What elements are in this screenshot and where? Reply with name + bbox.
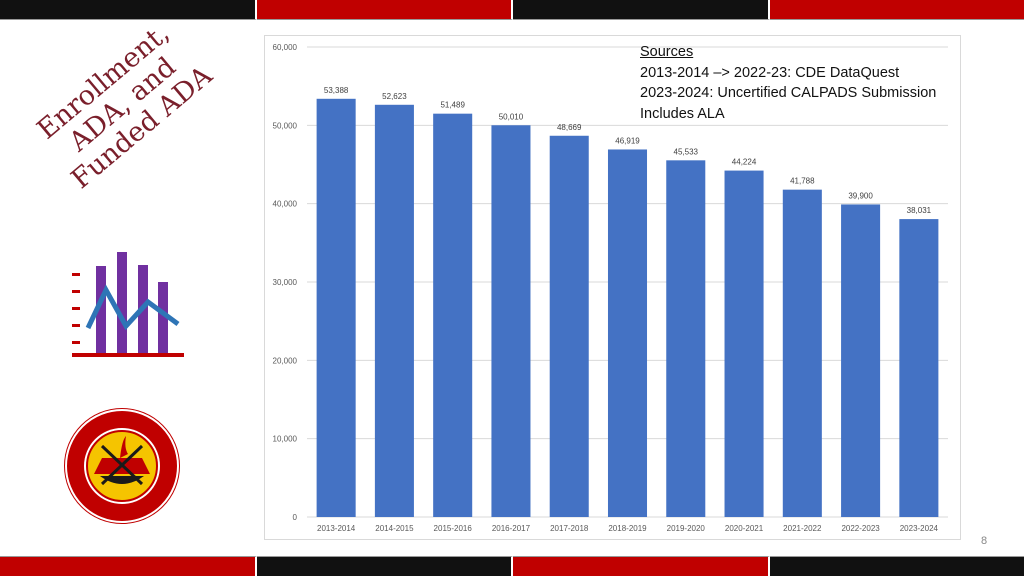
band-segment — [769, 0, 1024, 20]
y-tick-label: 50,000 — [273, 121, 298, 130]
x-tick-label: 2014-2015 — [375, 524, 414, 533]
band-segment — [513, 0, 770, 20]
x-tick-label: 2013-2014 — [317, 524, 356, 533]
y-tick-label: 60,000 — [273, 43, 298, 52]
bar — [549, 135, 589, 517]
x-tick-label: 2019-2020 — [667, 524, 706, 533]
data-label: 39,900 — [848, 191, 873, 200]
y-tick-label: 30,000 — [273, 278, 298, 287]
band-segment — [769, 556, 1024, 576]
bar-line-chart-icon — [72, 252, 184, 357]
bar — [491, 125, 531, 517]
sources-line: Includes ALA — [640, 105, 725, 122]
x-tick-label: 2020-2021 — [725, 524, 764, 533]
band-segment — [0, 556, 257, 576]
y-tick-label: 40,000 — [273, 200, 298, 209]
x-tick-label: 2015-2016 — [434, 524, 473, 533]
sources-heading: Sources — [640, 44, 694, 60]
top-decorative-band — [0, 0, 1024, 20]
slide-title: Enrollment, ADA, and Funded ADA — [6, 0, 240, 213]
x-tick-label: 2017-2018 — [550, 524, 589, 533]
data-label: 46,919 — [615, 136, 640, 145]
bar — [841, 204, 881, 517]
page-number: 8 — [981, 535, 988, 547]
sources-line: 2013-2014 –> 2022-23: CDE DataQuest — [640, 64, 900, 81]
bar — [607, 149, 648, 517]
bar — [433, 113, 473, 518]
sources-note: Sources 2013-2014 –> 2022-23: CDE DataQu… — [640, 42, 936, 124]
bar — [782, 189, 822, 518]
data-label: 44,224 — [732, 158, 757, 167]
bar — [374, 104, 414, 517]
data-label: 41,788 — [790, 177, 815, 186]
data-label: 53,388 — [324, 86, 349, 95]
band-segment — [0, 0, 257, 20]
band-segment — [256, 0, 513, 20]
bar — [316, 98, 356, 517]
bar — [724, 170, 764, 517]
data-label: 52,623 — [382, 92, 407, 101]
data-label: 38,031 — [907, 206, 932, 215]
x-tick-label: 2022-2023 — [841, 524, 880, 533]
sources-line: 2023-2024: Uncertified CALPADS Submissio… — [640, 85, 937, 101]
y-tick-label: 20,000 — [273, 356, 298, 365]
data-label: 45,533 — [674, 147, 699, 156]
band-segment — [513, 556, 770, 576]
y-tick-label: 0 — [293, 513, 298, 522]
x-tick-label: 2016-2017 — [492, 524, 531, 533]
data-label: 48,669 — [557, 123, 582, 132]
y-tick-label: 10,000 — [273, 435, 298, 444]
bar — [899, 219, 939, 517]
x-tick-label: 2023-2024 — [900, 524, 939, 533]
x-tick-label: 2021-2022 — [783, 524, 822, 533]
data-label: 50,010 — [499, 112, 524, 121]
band-segment — [256, 556, 513, 576]
x-tick-label: 2018-2019 — [608, 524, 647, 533]
district-seal-logo — [64, 408, 180, 524]
bottom-decorative-band — [0, 556, 1024, 576]
enrollment-bar-chart: 0 10,000 20,000 30,000 40,000 50,000 60,000 53,… — [273, 43, 948, 533]
bar — [666, 160, 706, 517]
chart-frame: 0 10,000 20,000 30,000 40,000 50,000 60,000 53,… — [264, 35, 961, 540]
data-label: 51,489 — [440, 101, 465, 110]
